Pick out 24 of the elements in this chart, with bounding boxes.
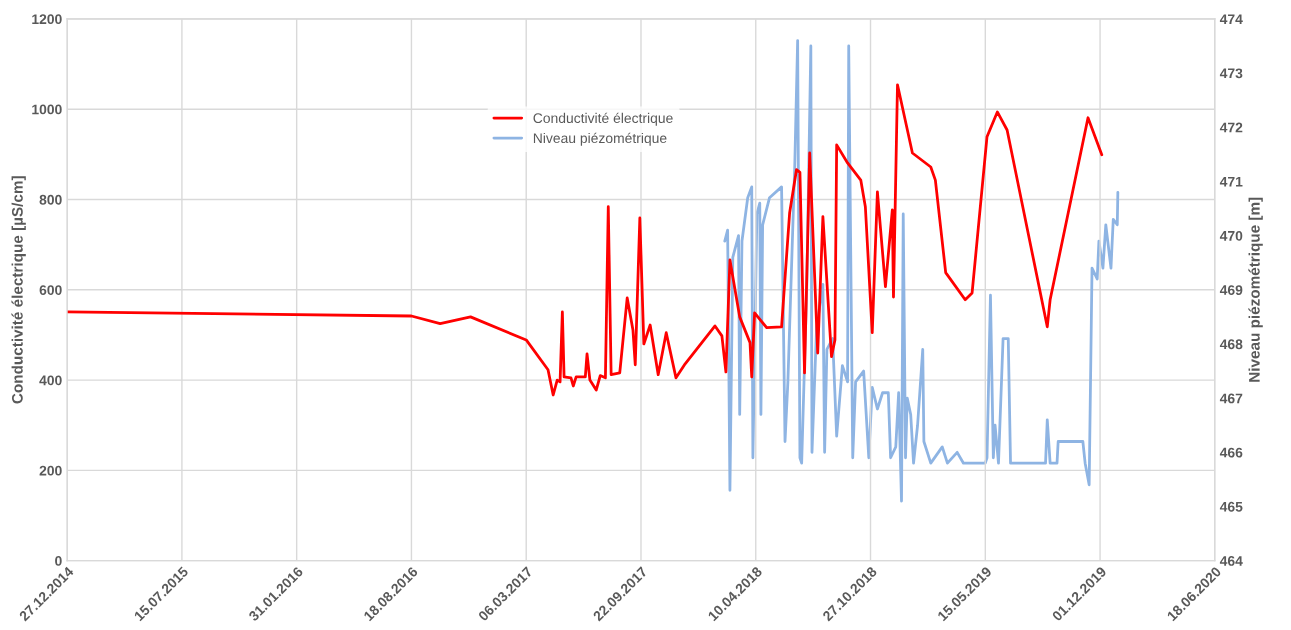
legend-label: Conductivité électrique: [533, 112, 673, 126]
line-series: [67, 83, 1104, 397]
y2-tick-label: 471: [1219, 176, 1243, 187]
y-tick-label: 400: [39, 375, 62, 386]
y2-tick-label: 468: [1219, 339, 1243, 350]
y-tick-label: 1200: [32, 14, 62, 25]
y2-tick-label: 466: [1219, 447, 1243, 458]
y2-tick-label: 474: [1219, 14, 1243, 24]
y-tick-label: 600: [39, 285, 62, 295]
y-axis-title: Conductivité électrique [µS/cm]: [11, 176, 26, 404]
y2-tick-label: 467: [1219, 393, 1243, 404]
y2-tick-label: 465: [1219, 501, 1243, 512]
y2-tick-label: 470: [1219, 230, 1243, 241]
legend-label: Niveau piézométrique: [533, 132, 667, 146]
y-tick-label: 1000: [32, 104, 62, 115]
line-series: [723, 39, 1120, 503]
y2-tick-label: 469: [1219, 285, 1243, 295]
y-tick-label: 800: [39, 194, 62, 205]
y2-tick-label: 473: [1219, 68, 1243, 79]
y2-tick-label: 464: [1219, 556, 1243, 566]
y-tick-label: 200: [39, 465, 62, 476]
y-tick-label: 0: [55, 556, 62, 566]
y2-axis-title: Niveau piézométrique [m]: [1248, 197, 1263, 382]
y2-tick-label: 472: [1219, 122, 1243, 133]
